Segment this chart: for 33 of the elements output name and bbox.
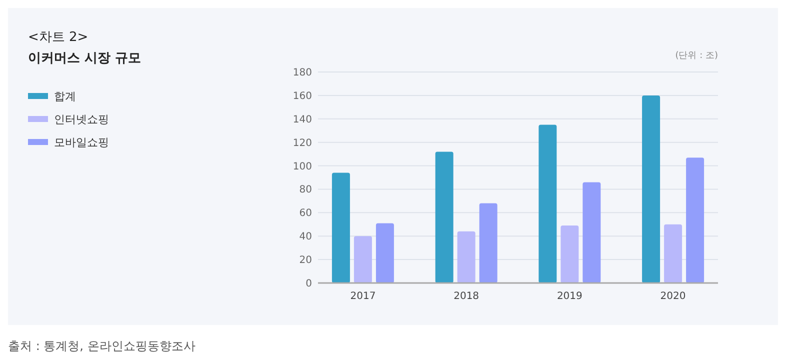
bar xyxy=(435,152,454,283)
y-tick-label: 20 xyxy=(299,255,312,266)
bar xyxy=(332,172,350,283)
y-tick-label: 180 xyxy=(292,68,312,78)
x-tick-label: 2020 xyxy=(660,291,686,302)
y-axis-title: (단위 : 조) xyxy=(675,51,718,61)
x-tick-label: 2017 xyxy=(350,291,376,302)
bar xyxy=(457,231,476,283)
x-tick-label: 2018 xyxy=(454,291,480,302)
source-note: 출처 : 통계청, 온라인쇼핑동향조사 xyxy=(8,339,196,353)
legend-label: 합계 xyxy=(54,90,76,103)
legend-label: 인터넷쇼핑 xyxy=(54,112,109,126)
y-tick-label: 0 xyxy=(306,278,312,290)
bar xyxy=(664,224,682,283)
bar xyxy=(354,236,372,283)
text: 이커머스 시장 규모 xyxy=(28,51,142,66)
y-tick-label: 80 xyxy=(299,184,312,196)
bar xyxy=(479,203,498,283)
bar xyxy=(376,223,394,283)
bar xyxy=(560,226,579,283)
bar xyxy=(538,124,557,283)
bar xyxy=(686,158,704,283)
y-tick-label: 160 xyxy=(292,90,312,102)
legend-label: 모바일쇼핑 xyxy=(54,136,109,149)
y-tick-label: 100 xyxy=(292,161,312,172)
bar xyxy=(582,182,601,283)
y-tick-label: 120 xyxy=(292,138,312,149)
y-tick-label: 40 xyxy=(299,232,312,243)
y-tick-label: 60 xyxy=(299,208,312,220)
text: <차트 2> xyxy=(28,30,88,45)
y-tick-label: 140 xyxy=(292,114,312,126)
bar xyxy=(642,95,660,283)
x-tick-label: 2019 xyxy=(556,291,582,302)
